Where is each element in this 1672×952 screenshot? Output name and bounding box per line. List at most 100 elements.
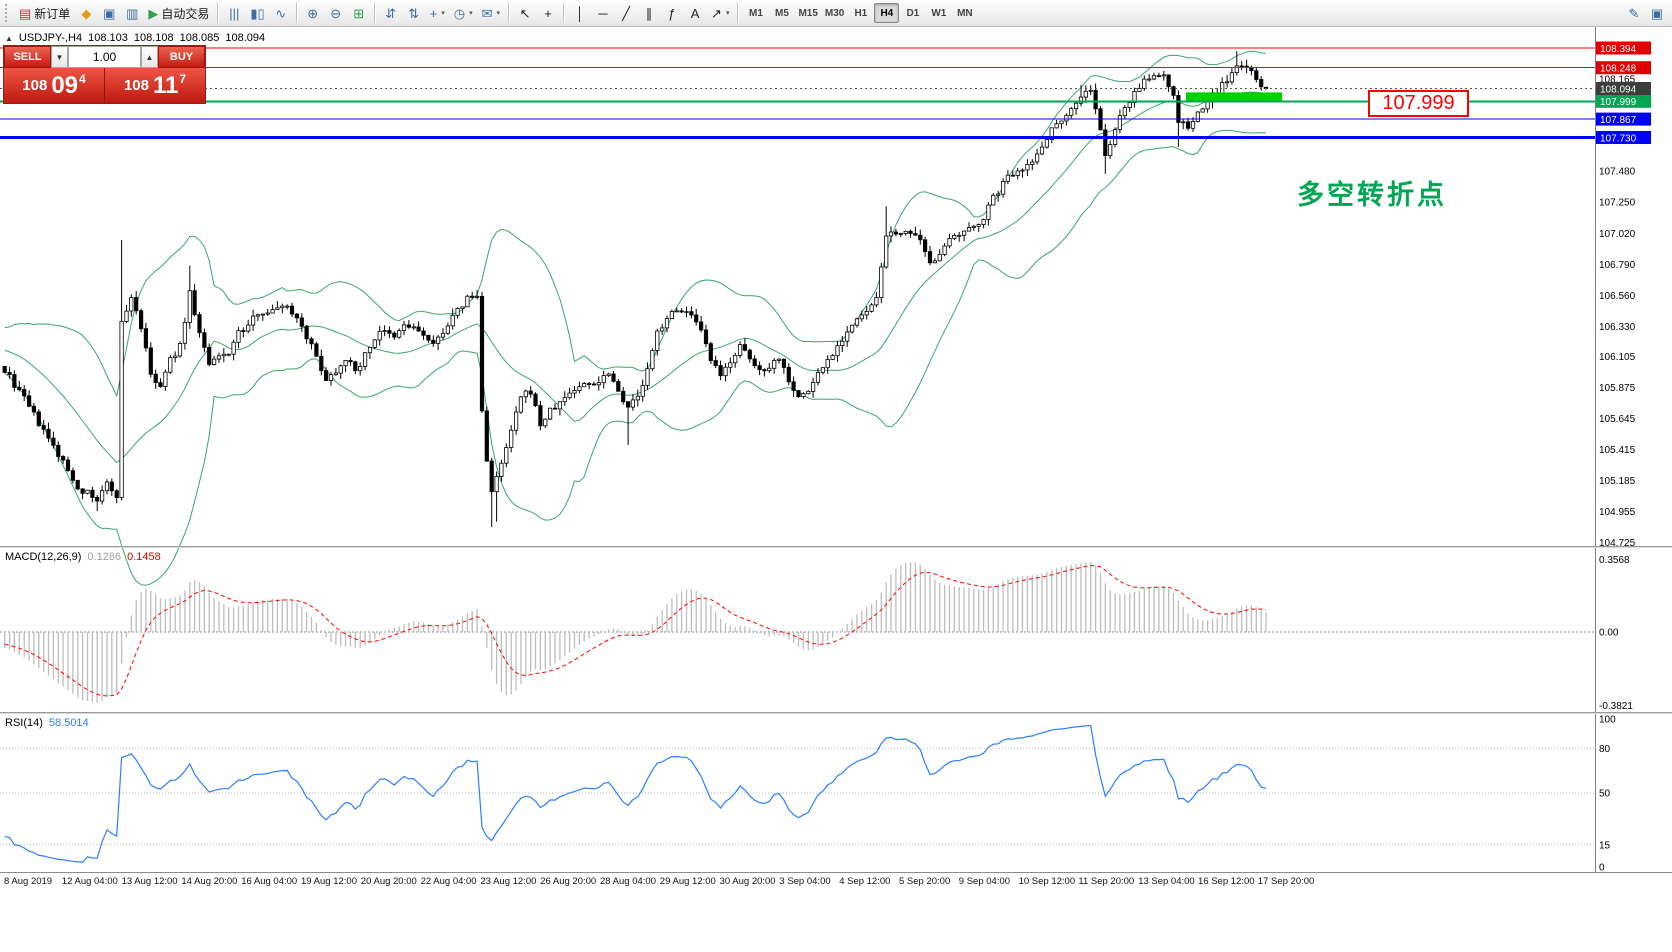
bb-middle-line (4, 91, 1267, 464)
toolbar-separator (563, 3, 566, 23)
price-tag: 107.999 (1596, 94, 1651, 108)
text-button[interactable]: A (684, 2, 706, 24)
buy-button[interactable]: BUY (158, 46, 205, 68)
time-axis[interactable]: 8 Aug 2019 12 Aug 04:00 13 Aug 12:00 14 Aug… (0, 872, 1672, 890)
time-axis-label: 30 Aug 20:00 (719, 876, 776, 887)
time-axis-label: 10 Sep 12:00 (1018, 876, 1076, 887)
macd-histogram (4, 562, 1267, 703)
tf-m1[interactable]: M1 (743, 3, 768, 23)
arrows-button[interactable]: ↗ ▾ (707, 2, 733, 24)
toolbar-grip[interactable] (5, 4, 10, 22)
sort-ascending-button[interactable]: ⇅ (403, 2, 425, 24)
tf-w1[interactable]: W1 (926, 3, 951, 23)
fibonacci-button[interactable]: ƒ (661, 2, 683, 24)
data-window-button[interactable]: ▣ (98, 2, 120, 24)
sell-button[interactable]: SELL (4, 46, 51, 68)
macd-name: MACD(12,26,9) (5, 551, 82, 563)
new-order-button-icon: ▤ (19, 5, 32, 21)
macd-main-value: 0.1286 (87, 551, 122, 563)
svg-text:108.248: 108.248 (1600, 64, 1637, 75)
oneclick-collapse-toggle[interactable]: ▲ (5, 33, 13, 43)
period-button[interactable]: ◷ ▾ (450, 2, 477, 24)
candlestick-button[interactable]: ▮▯ (246, 2, 268, 24)
price-axis-label: 106.105 (1599, 352, 1636, 363)
tf-h1[interactable]: H1 (848, 3, 873, 23)
panel-separator[interactable] (0, 546, 1672, 548)
close-value: 108.094 (225, 32, 266, 44)
time-axis-label: 11 Sep 20:00 (1078, 876, 1135, 887)
symbol-period-label: USDJPY-,H4 (18, 32, 83, 44)
template-button-icon: ✉ (481, 5, 493, 21)
market-watch-button[interactable]: ◆ (75, 2, 97, 24)
time-axis-label: 26 Aug 20:00 (540, 876, 597, 887)
tf-m15[interactable]: M15 (795, 3, 820, 23)
vertical-line-button[interactable]: │ (569, 2, 591, 24)
tf-m30[interactable]: M30 (822, 3, 847, 23)
bid-price-button[interactable]: 108 09 4 (4, 68, 104, 103)
tile-windows-button[interactable]: ⊞ (348, 2, 370, 24)
time-axis-label: 19 Aug 12:00 (301, 876, 357, 887)
zoom-in-button[interactable]: ⊕ (302, 2, 324, 24)
template-button[interactable]: ✉ ▾ (478, 2, 504, 24)
bid-prefix: 108 (22, 77, 48, 94)
time-axis-label: 8 Aug 2019 (4, 876, 53, 887)
channel-button[interactable]: ∥ (638, 2, 660, 24)
time-axis-label: 28 Aug 04:00 (600, 876, 656, 887)
zoom-in-button-icon: ⊕ (307, 5, 319, 21)
ask-price-button[interactable]: 108 11 7 (105, 68, 205, 103)
price-tag: 108.094 (1596, 82, 1651, 95)
data-window-button-icon: ▣ (103, 5, 116, 21)
sort-descending-button[interactable]: ⇵ (380, 2, 402, 24)
bar-chart-button[interactable]: ||| (223, 2, 245, 24)
volume-input[interactable] (68, 46, 141, 68)
quick-edit-button[interactable]: ✎ (1623, 2, 1645, 24)
quick-edit-button-icon: ✎ (1628, 5, 1640, 21)
period-button-icon: ◷ (453, 5, 466, 21)
time-axis-label: 13 Aug 12:00 (121, 876, 178, 887)
rsi-axis-label: 0 (1599, 863, 1605, 873)
tf-h4[interactable]: H4 (874, 3, 900, 23)
tf-d1[interactable]: D1 (900, 3, 925, 23)
time-axis-label: 20 Aug 20:00 (360, 876, 417, 887)
time-axis-label: 13 Sep 04:00 (1138, 876, 1195, 887)
ask-prefix: 108 (123, 77, 149, 94)
volume-decrease-button[interactable]: ▼ (51, 46, 68, 68)
svg-text:108.094: 108.094 (1600, 84, 1637, 95)
tf-mn[interactable]: MN (952, 3, 977, 23)
bar-chart-button-icon: ||| (229, 5, 240, 21)
panel-separator[interactable] (0, 712, 1672, 714)
crosshair-button[interactable]: + (537, 2, 559, 24)
price-axis-label: 107.020 (1599, 229, 1636, 240)
time-axis-label: 29 Aug 12:00 (659, 876, 716, 887)
time-axis-label: 23 Aug 12:00 (480, 876, 537, 887)
svg-text:108.394: 108.394 (1600, 44, 1637, 55)
autotrading-button-label: 自动交易 (161, 6, 210, 21)
zoom-out-button[interactable]: ⊖ (325, 2, 347, 24)
price-callout-object[interactable]: 107.999 (1368, 90, 1469, 117)
chart-canvas[interactable]: 108.165 107.480 107.250 107.020 106.790 106.5… (0, 27, 1672, 872)
autotrading-button[interactable]: ▶ 自动交易 (144, 2, 213, 24)
volume-increase-button[interactable]: ▲ (141, 46, 158, 68)
template-button-caret-icon: ▾ (496, 10, 501, 17)
tf-m5[interactable]: M5 (769, 3, 794, 23)
high-value: 108.108 (133, 32, 174, 44)
horizontal-line-button[interactable]: ─ (592, 2, 614, 24)
support-zone-rectangle[interactable] (1186, 92, 1282, 102)
sort-ascending-button-icon: ⇅ (408, 5, 420, 21)
navigator-button[interactable]: ▥ (121, 2, 143, 24)
rsi-value: 58.5014 (48, 717, 89, 729)
time-axis-label: 14 Aug 20:00 (181, 876, 238, 887)
trendline-button[interactable]: ╱ (615, 2, 637, 24)
cursor-button[interactable]: ↖ (514, 2, 536, 24)
cursor-button-icon: ↖ (519, 5, 531, 21)
channel-button-icon: ∥ (645, 5, 653, 21)
annotation-text-object[interactable]: 多空转折点 (1297, 180, 1447, 210)
new-order-button[interactable]: ▤ 新订单 (15, 2, 74, 24)
bb-lower-line (4, 129, 1267, 586)
attach-indicator-button[interactable]: + ▾ (426, 2, 449, 24)
line-chart-button[interactable]: ∿ (270, 2, 292, 24)
rsi-axis-label: 50 (1599, 789, 1611, 800)
new-chart-button[interactable]: ▣ (1646, 2, 1668, 24)
